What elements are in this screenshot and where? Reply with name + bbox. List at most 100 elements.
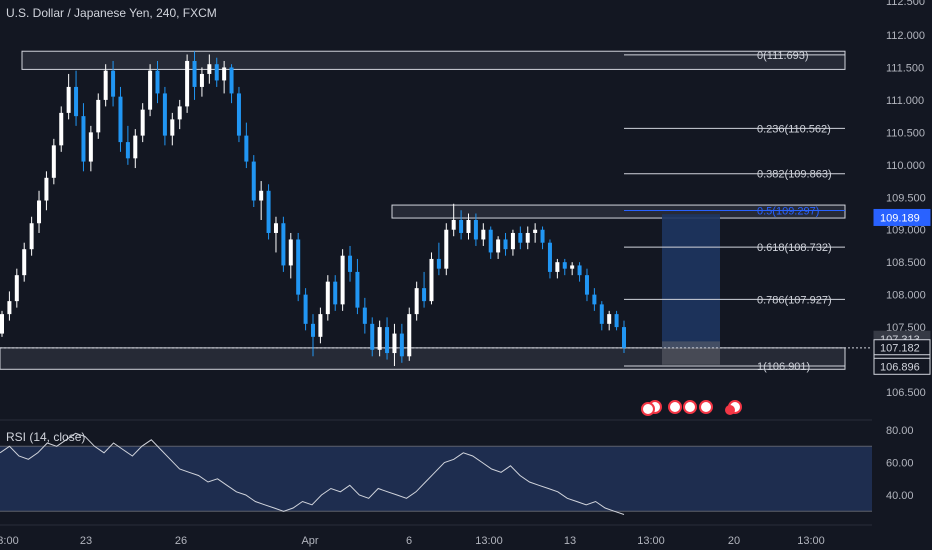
candle-body[interactable] [377,327,382,350]
price-label: 109.189 [880,212,920,224]
event-icon[interactable] [725,405,735,415]
candle-body[interactable] [51,145,56,178]
candle-body[interactable] [459,219,464,233]
candle-body[interactable] [496,239,501,253]
candle-body[interactable] [296,239,301,295]
candle-body[interactable] [14,275,19,302]
candle-body[interactable] [325,281,330,315]
candle-body[interactable] [429,258,434,302]
candle-body[interactable] [311,323,315,337]
candle-body[interactable] [592,294,597,305]
candle-body[interactable] [222,67,227,81]
candle-body[interactable] [481,229,486,240]
candle-body[interactable] [103,70,108,100]
candle-body[interactable] [303,294,308,324]
rsi-title: RSI (14, close) [6,430,86,444]
candle-body[interactable] [444,229,449,269]
candle-body[interactable] [0,314,4,334]
zone-resistance-mid[interactable] [391,204,846,219]
candle-body[interactable] [74,86,79,117]
candle-body[interactable] [422,288,427,302]
candle-body[interactable] [370,323,375,350]
candle-body[interactable] [547,242,552,272]
zone-support-bottom[interactable] [0,347,846,370]
candle-body[interactable] [29,223,34,250]
candle-body[interactable] [518,232,523,243]
candle-body[interactable] [244,135,249,162]
candle-body[interactable] [266,190,271,233]
candle-body[interactable] [503,239,508,250]
candle-body[interactable] [399,333,404,357]
candle-body[interactable] [599,304,604,324]
event-icon[interactable] [683,400,697,414]
candle-body[interactable] [59,112,64,146]
candle-body[interactable] [473,219,478,240]
candle-body[interactable] [584,275,589,295]
candle-body[interactable] [607,314,612,324]
candle-body[interactable] [385,327,390,354]
candle-body[interactable] [273,223,278,233]
candle-body[interactable] [562,262,567,269]
candle-body[interactable] [155,70,160,94]
candle-body[interactable] [355,271,360,308]
candle-body[interactable] [318,314,323,337]
candle-body[interactable] [140,109,145,136]
candle-body[interactable] [570,265,575,269]
candle-body[interactable] [81,116,86,162]
candle-body[interactable] [414,288,419,315]
candle-body[interactable] [348,255,353,272]
candle-body[interactable] [148,70,153,110]
candle-body[interactable] [392,333,397,354]
candle-body[interactable] [96,99,101,133]
candle-body[interactable] [214,64,219,81]
event-icon[interactable] [641,402,655,416]
candle-body[interactable] [540,229,545,243]
candle-body[interactable] [510,232,515,250]
candle-body[interactable] [407,314,412,357]
candle-body[interactable] [451,219,456,230]
candle-body[interactable] [162,93,167,136]
position-stop-box[interactable] [662,341,720,365]
candle-body[interactable] [622,327,626,348]
candle-body[interactable] [555,262,560,272]
position-target-box[interactable] [662,214,720,348]
candle-body[interactable] [333,281,338,305]
candle-body[interactable] [488,229,493,253]
candle-body[interactable] [236,93,241,136]
candle-body[interactable] [251,161,256,201]
candle-body[interactable] [259,190,264,201]
candle-body[interactable] [436,258,441,269]
candle-body[interactable] [577,265,582,276]
candle-body[interactable] [533,229,538,233]
candle-body[interactable] [44,177,49,201]
candle-body[interactable] [229,67,234,94]
candle-body[interactable] [125,142,130,159]
rsi-line[interactable] [0,432,625,515]
event-icon[interactable] [668,400,682,414]
candle-body[interactable] [525,232,530,243]
candle-body[interactable] [7,301,12,315]
event-icon[interactable] [699,400,713,414]
candle-body[interactable] [22,249,27,276]
candle-body[interactable] [192,60,197,87]
candle-body[interactable] [177,106,182,120]
candle-body[interactable] [281,223,286,266]
candle-body[interactable] [118,96,123,143]
candle-body[interactable] [362,307,367,324]
candle-body[interactable] [66,86,71,113]
time-tick: 13:00 [637,535,665,547]
candle-body[interactable] [170,119,175,136]
candle-body[interactable] [288,239,293,266]
zone-resistance-top[interactable] [21,50,846,70]
candle-body[interactable] [466,219,471,233]
candle-body[interactable] [340,255,345,305]
candle-body[interactable] [614,314,619,328]
candle-body[interactable] [207,64,212,74]
candle-body[interactable] [199,73,204,87]
candle-body[interactable] [111,70,116,97]
candle-body[interactable] [133,135,138,159]
candle-body[interactable] [88,132,93,162]
candle-body[interactable] [185,60,190,107]
candle-body[interactable] [37,200,42,224]
